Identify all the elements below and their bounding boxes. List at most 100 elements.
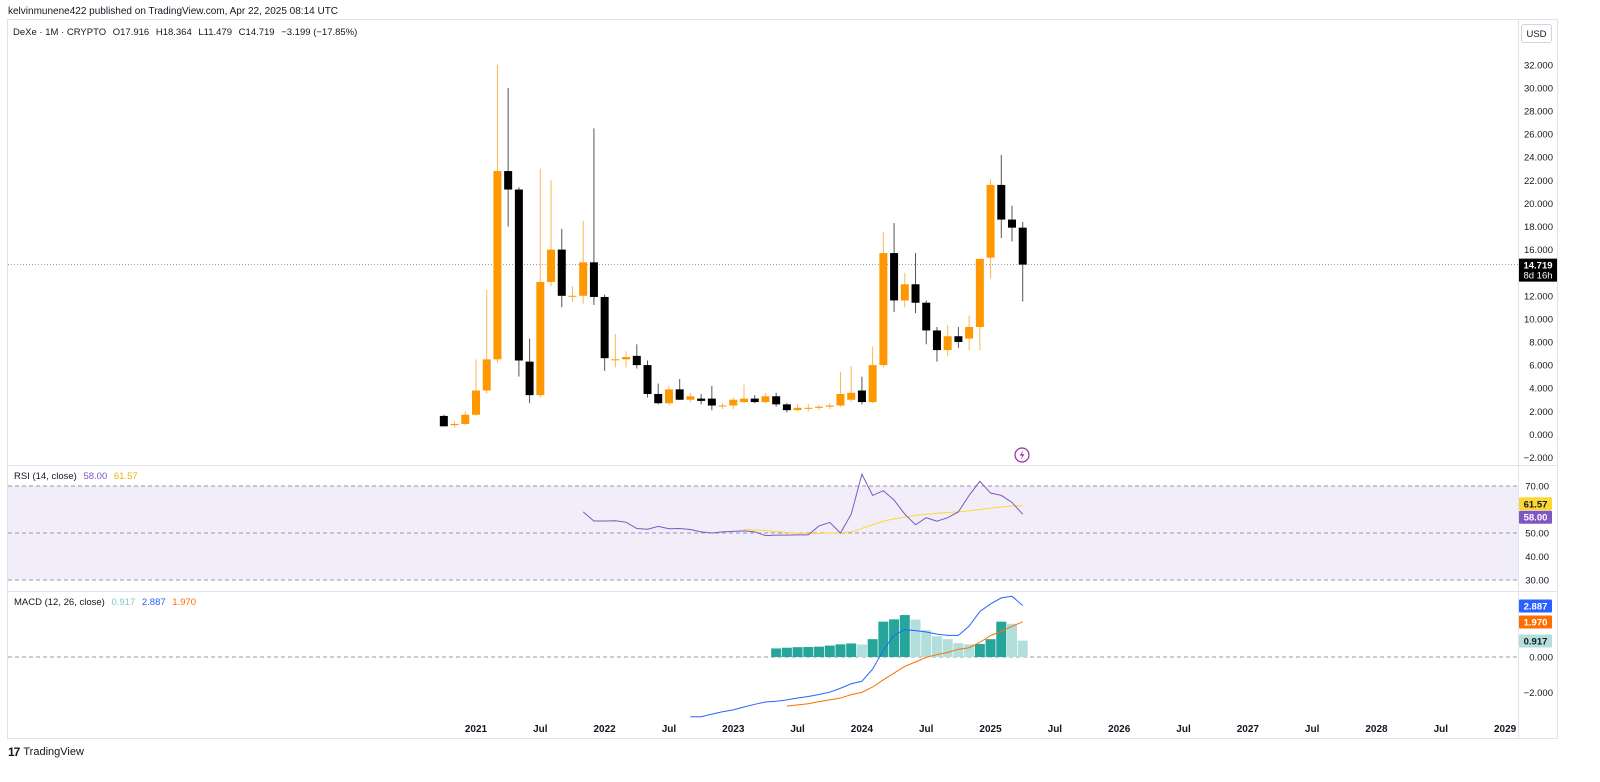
candle-body bbox=[943, 336, 952, 351]
time-axis-label: Jul bbox=[1305, 724, 1320, 735]
candle bbox=[975, 258, 984, 351]
candle bbox=[482, 290, 491, 394]
candle-body bbox=[793, 407, 802, 411]
candle-body bbox=[900, 284, 909, 301]
lightning-icon bbox=[1014, 447, 1030, 463]
candle bbox=[804, 404, 813, 412]
candle-body bbox=[890, 253, 899, 301]
price-axis-label: 32.000 bbox=[1524, 60, 1553, 71]
last-price-label: 14.719 bbox=[1523, 261, 1552, 272]
time-axis-label: Jul bbox=[662, 724, 677, 735]
macd-title: MACD (12, 26, close) bbox=[14, 597, 105, 608]
candle-body bbox=[697, 398, 706, 401]
rsi-ma-value: 61.57 bbox=[113, 471, 138, 482]
candle-body bbox=[1008, 219, 1016, 228]
candle bbox=[761, 392, 770, 404]
rsi-ma-line bbox=[743, 505, 1023, 534]
macd-legend: MACD (12, 26, close) 0.917 2.887 1.970 bbox=[14, 597, 200, 608]
candle-body bbox=[975, 258, 984, 327]
ohlc-high: H18.364 bbox=[155, 27, 192, 38]
tradingview-mark-icon: 17 bbox=[8, 745, 20, 759]
candle bbox=[632, 344, 641, 369]
time-axis-label: Jul bbox=[1048, 724, 1063, 735]
countdown-label: 8d 16h bbox=[1523, 271, 1552, 282]
time-axis-label: 2021 bbox=[465, 724, 488, 735]
candle bbox=[965, 315, 974, 351]
candle-body bbox=[461, 414, 470, 425]
candle bbox=[611, 333, 620, 368]
candle bbox=[439, 414, 448, 427]
candle bbox=[718, 403, 727, 409]
rsi-last-label: 58.00 bbox=[1524, 513, 1548, 524]
macd-histogram-bar bbox=[803, 647, 814, 657]
candle-body bbox=[997, 184, 1006, 220]
candle bbox=[879, 232, 888, 368]
macd-value: 2.887 bbox=[141, 597, 166, 608]
candle bbox=[900, 272, 909, 308]
candle-body bbox=[879, 253, 888, 366]
candle-body bbox=[825, 405, 834, 407]
candle bbox=[782, 403, 791, 413]
candle bbox=[836, 372, 845, 407]
rsi-axis-label: 30.00 bbox=[1525, 576, 1549, 587]
candle-body bbox=[547, 249, 556, 282]
candle bbox=[600, 294, 609, 371]
candle bbox=[1018, 221, 1027, 302]
candle bbox=[547, 180, 556, 287]
candle bbox=[643, 360, 652, 398]
candle-body bbox=[482, 359, 491, 391]
rsi-title: RSI (14, close) bbox=[14, 471, 77, 482]
symbol-name: DeXe · 1M · CRYPTO bbox=[13, 27, 107, 38]
time-axis-label: 2028 bbox=[1365, 724, 1388, 735]
macd-axis-label: −2.000 bbox=[1524, 688, 1553, 699]
candle-body bbox=[772, 396, 781, 405]
macd-signal-last-label: 1.970 bbox=[1524, 618, 1548, 629]
candle-body bbox=[622, 357, 631, 360]
lightning-icon-bolt bbox=[1019, 450, 1025, 460]
macd-histogram-bar bbox=[985, 639, 996, 657]
macd-hist-last-label: 0.917 bbox=[1524, 637, 1548, 648]
symbol-legend: DeXe · 1M · CRYPTO O17.916 H18.364 L11.4… bbox=[13, 27, 361, 38]
ohlc-close: C14.719 bbox=[238, 27, 275, 38]
price-axis-label: 26.000 bbox=[1524, 130, 1553, 141]
macd-histogram-bar bbox=[910, 619, 921, 657]
macd-histogram-bar bbox=[867, 639, 878, 657]
candle-body bbox=[718, 405, 727, 407]
tradingview-logo[interactable]: 17 TradingView bbox=[8, 745, 84, 759]
price-axis-label: 20.000 bbox=[1524, 199, 1553, 210]
candle bbox=[750, 395, 759, 404]
macd-signal-line bbox=[786, 621, 1023, 707]
time-axis-label: 2026 bbox=[1108, 724, 1131, 735]
currency-button[interactable]: USD bbox=[1521, 24, 1552, 43]
macd-histogram-bar bbox=[771, 648, 782, 657]
candle-body bbox=[600, 296, 609, 359]
candle bbox=[932, 326, 941, 362]
candle bbox=[686, 392, 695, 403]
candle bbox=[772, 392, 781, 407]
candle-body bbox=[965, 326, 974, 339]
candle bbox=[461, 411, 470, 426]
candle bbox=[472, 359, 480, 416]
macd-hist-value: 0.917 bbox=[111, 597, 136, 608]
price-axis-label: 8.000 bbox=[1529, 338, 1553, 349]
price-axis-label: 0.000 bbox=[1529, 430, 1553, 441]
price-axis-label: 4.000 bbox=[1529, 384, 1553, 395]
last-price-badge bbox=[1519, 258, 1557, 282]
macd-histogram-bar bbox=[921, 630, 932, 657]
candle bbox=[793, 404, 802, 412]
candle bbox=[922, 300, 931, 345]
candle bbox=[857, 376, 866, 405]
candle-body bbox=[493, 171, 502, 360]
candle bbox=[707, 385, 716, 411]
rsi-ma-last-label-bg bbox=[1519, 497, 1552, 511]
published-byline: kelvinmunene422 published on TradingView… bbox=[8, 6, 339, 17]
candle bbox=[525, 338, 534, 404]
time-axis-label: 2023 bbox=[722, 724, 745, 735]
rsi-last-label-bg bbox=[1519, 510, 1552, 524]
candle-body bbox=[868, 365, 877, 403]
macd-histogram-bar bbox=[889, 619, 900, 657]
candle bbox=[1008, 205, 1016, 242]
ohlc-low: L11.479 bbox=[198, 27, 233, 38]
price-axis-label: 16.000 bbox=[1524, 245, 1553, 256]
